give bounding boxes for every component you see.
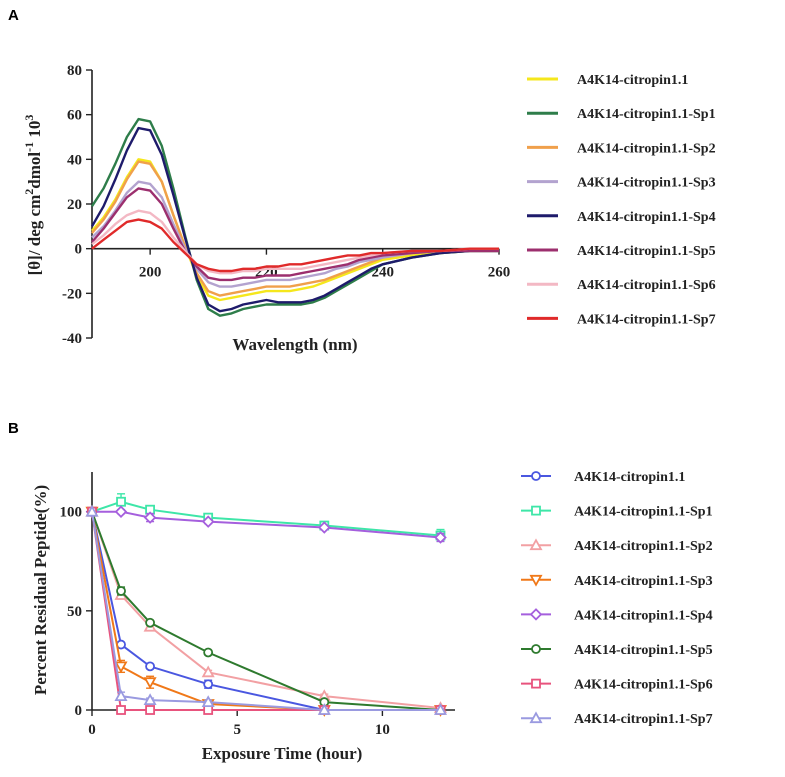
panel-b-series-5 [85, 505, 447, 544]
panel-a-x-tick-label: 200 [139, 265, 162, 281]
panel-b-series [85, 493, 448, 717]
panel-b-data-point [145, 705, 155, 715]
panel-a-label: A [8, 7, 19, 24]
panel-b-data-point [116, 705, 126, 715]
panel-a-series [90, 117, 499, 317]
panel-a-legend-label: A4K14-citropin1.1-Sp6 [577, 278, 716, 293]
panel-a-legend-label: A4K14-citropin1.1-Sp4 [577, 210, 716, 225]
panel-b-legend-label: A4K14-citropin1.1-Sp6 [574, 678, 713, 693]
panel-b-data-point [433, 703, 448, 715]
panel-b-legend-marker [529, 711, 543, 724]
panel-a-series-line-1 [91, 158, 499, 302]
panel-b-data-point [114, 505, 128, 518]
panel-b-series-line [91, 511, 441, 711]
panel-a-legend-label: A4K14-citropin1.1-Sp1 [577, 107, 716, 122]
panel-b-x-tick-label: 5 [233, 722, 241, 738]
panel-b-x-tick-label: 10 [375, 722, 390, 738]
panel-b-x-axis-title: Exposure Time (hour) [202, 744, 363, 763]
panel-b-data-point [116, 586, 126, 596]
panel-b-legend-marker [531, 678, 541, 689]
panel-b-y-tick-label: 100 [60, 505, 83, 521]
panel-b-series-6 [87, 506, 446, 715]
panel-a-x-tick-label: 260 [488, 265, 511, 281]
panel-b-legend-label: A4K14-citropin1.1 [574, 470, 685, 485]
panel-a-y-tick-label: 20 [67, 197, 82, 213]
panel-b-data-point [317, 703, 331, 715]
panel-b-data-point [114, 661, 128, 674]
panel-b-legend-label: A4K14-citropin1.1-Sp1 [574, 505, 713, 520]
panel-a-series-line-3 [91, 160, 499, 297]
panel-b-data-point [434, 531, 447, 544]
panel-b-series-line [91, 500, 441, 537]
panel-a-series-line-8 [91, 218, 499, 273]
panel-a-series-line-2 [90, 117, 499, 317]
panel-b-series-7 [87, 506, 446, 715]
panel-a-series-line-7 [91, 209, 499, 275]
panel-b-data-point [318, 521, 331, 534]
panel-b-chart: B Percent Residual Peptide(%) Exposure T… [8, 420, 713, 763]
panel-b-data-point [145, 617, 155, 628]
panel-a-legend: A4K14-citropin1.1 A4K14-citropin1.1-Sp1 A4… [527, 73, 716, 327]
panel-b-x-tick-label: 0 [88, 722, 96, 738]
panel-a-y-tick-label: 40 [67, 152, 82, 168]
panel-a-legend-label: A4K14-citropin1.1-Sp5 [577, 244, 716, 259]
panel-a-y-tick-label: 60 [67, 108, 82, 124]
panel-b-data-point [203, 705, 214, 715]
panel-b-legend-label: A4K14-citropin1.1-Sp4 [574, 608, 713, 623]
panel-b-y-tick-label: 50 [67, 604, 82, 620]
panel-b-legend-label: A4K14-citropin1.1-Sp5 [574, 643, 713, 658]
panel-b-series-line [91, 511, 441, 711]
panel-b-series-line [91, 511, 441, 711]
panel-b-legend-marker [529, 574, 543, 587]
panel-a-x-axis-title: Wavelength (nm) [232, 335, 357, 354]
panel-a-series-line-4 [91, 180, 499, 288]
panel-b-legend-label: A4K14-citropin1.1-Sp7 [574, 712, 713, 727]
panel-b-data-point [143, 511, 157, 524]
panel-a-series-line-6 [91, 187, 499, 282]
panel-b-label: B [8, 420, 19, 437]
panel-b-legend-marker [529, 538, 543, 551]
panel-b-data-point [143, 677, 157, 690]
panel-a-y-tick-label: -40 [62, 331, 82, 347]
panel-a-y-tick-label: -20 [62, 286, 82, 302]
panel-b-data-point [145, 661, 155, 672]
panel-b-series-1 [87, 506, 446, 715]
panel-a-chart: A [θ]/ deg cm2dmol-1 103 Wavelength (nm)… [8, 7, 716, 354]
panel-a-legend-label: A4K14-citropin1.1-Sp7 [577, 312, 716, 327]
panel-a-legend-label: A4K14-citropin1.1-Sp2 [577, 141, 716, 156]
panel-b-series-line [91, 511, 441, 711]
panel-b-data-point [116, 496, 126, 507]
panel-b-legend-marker [529, 608, 543, 621]
panel-b-data-point [143, 693, 157, 705]
panel-a-legend-label: A4K14-citropin1.1 [577, 73, 688, 88]
panel-b-legend-marker [531, 505, 541, 516]
panel-a-series-line-5 [90, 126, 499, 313]
panel-b-y-axis-title: Percent Residual Peptide(%) [31, 485, 50, 695]
panel-b-series-line [91, 511, 441, 711]
panel-a-legend-label: A4K14-citropin1.1-Sp3 [577, 176, 716, 191]
panel-b-data-point [203, 679, 214, 690]
panel-a-y-tick-label: 80 [67, 63, 82, 79]
panel-b-data-point [114, 689, 128, 701]
panel-b-data-point [201, 695, 215, 707]
panel-b-legend-marker [531, 471, 541, 481]
panel-a-y-axis-title: [θ]/ deg cm2dmol-1 103 [22, 115, 44, 276]
panel-b-data-point [201, 515, 215, 528]
panel-b-series-line [92, 510, 441, 539]
panel-b-data-point [201, 665, 215, 678]
panel-b-series-8 [85, 504, 448, 715]
panel-b-data-point [203, 647, 214, 658]
panel-b-y-tick-label: 0 [75, 703, 83, 719]
panel-b-legend-label: A4K14-citropin1.1-Sp3 [574, 574, 713, 589]
panel-b-legend-marker [531, 644, 541, 654]
panel-b-series-2 [87, 493, 446, 543]
panel-b-series-3 [85, 504, 448, 713]
panel-b-series-line [91, 511, 441, 709]
panel-b-data-point [85, 504, 99, 517]
panel-b-legend: A4K14-citropin1.1 A4K14-citropin1.1-Sp1 A4… [521, 470, 713, 727]
panel-a-y-tick-label: 0 [75, 242, 83, 258]
panel-b-legend-label: A4K14-citropin1.1-Sp2 [574, 539, 713, 554]
